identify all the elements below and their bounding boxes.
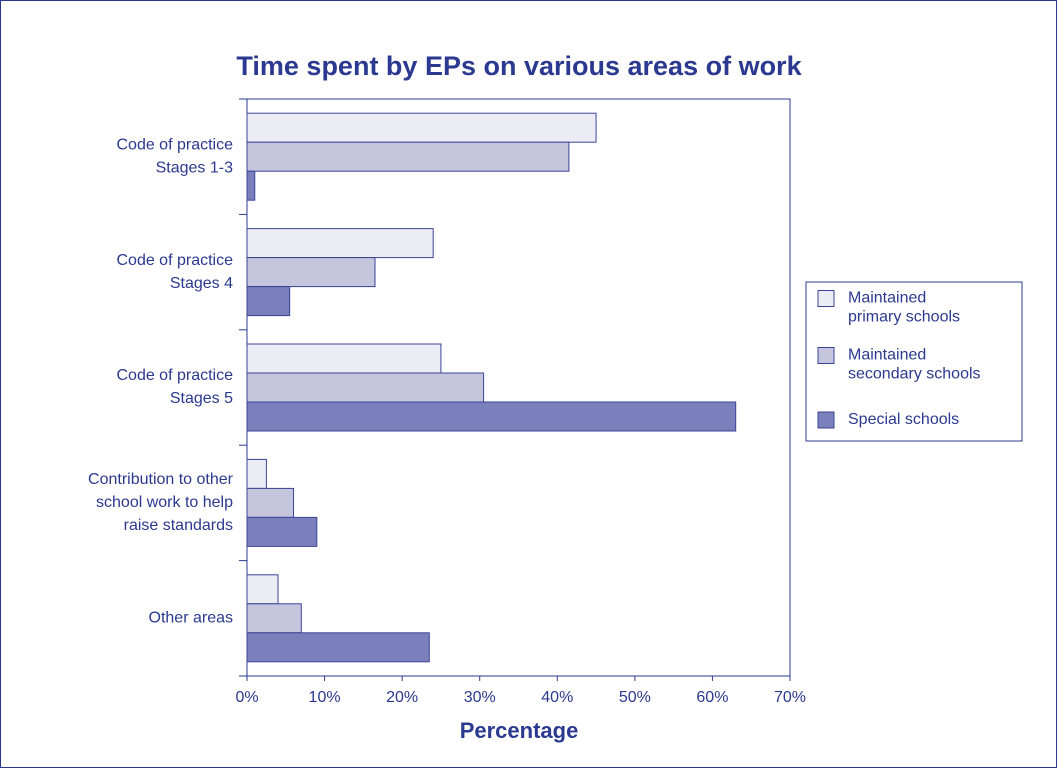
bar xyxy=(246,603,302,634)
y-tick-label: Code of practice xyxy=(116,367,233,384)
chart-title: Time spent by EPs on various areas of wo… xyxy=(236,51,802,81)
y-tick-label: raise standards xyxy=(124,517,233,534)
x-tick-label: 50% xyxy=(619,689,651,706)
y-tick-label: Stages 4 xyxy=(170,275,233,292)
x-tick-label: 0% xyxy=(235,689,258,706)
x-tick-label: 40% xyxy=(541,689,573,706)
bar xyxy=(246,112,597,143)
y-tick-label: Code of practice xyxy=(116,136,233,153)
x-tick-label: 70% xyxy=(774,689,806,706)
legend-label: primary schools xyxy=(848,309,960,326)
bar xyxy=(246,487,295,518)
y-tick-label: school work to help xyxy=(96,494,233,511)
y-tick-label: Stages 5 xyxy=(170,390,233,407)
y-tick-label: Stages 1-3 xyxy=(156,159,233,176)
y-tick-label: Contribution to other xyxy=(88,471,234,488)
bar xyxy=(246,228,434,259)
bar xyxy=(246,343,442,374)
x-tick-label: 60% xyxy=(696,689,728,706)
legend-swatch xyxy=(817,290,835,307)
bar xyxy=(246,574,279,605)
x-tick-label: 30% xyxy=(464,689,496,706)
bar xyxy=(246,372,485,403)
legend-swatch xyxy=(817,347,835,364)
legend-label: secondary schools xyxy=(848,366,981,383)
x-axis-label: Percentage xyxy=(460,718,579,743)
legend-swatch xyxy=(817,411,835,429)
legend xyxy=(805,281,1023,442)
bar xyxy=(246,401,737,432)
x-tick-label: 20% xyxy=(386,689,418,706)
bar xyxy=(246,458,267,489)
bar xyxy=(246,286,291,317)
bar xyxy=(246,141,570,172)
x-tick-label: 10% xyxy=(309,689,341,706)
legend-label: Special schools xyxy=(848,411,959,428)
bar xyxy=(246,170,256,201)
bar xyxy=(246,632,430,663)
legend-label: Maintained xyxy=(848,347,926,364)
y-tick-label: Other areas xyxy=(149,610,233,627)
y-tick-label: Code of practice xyxy=(116,252,233,269)
legend-label: Maintained xyxy=(848,290,926,307)
bar xyxy=(246,257,376,288)
bar xyxy=(246,516,318,547)
